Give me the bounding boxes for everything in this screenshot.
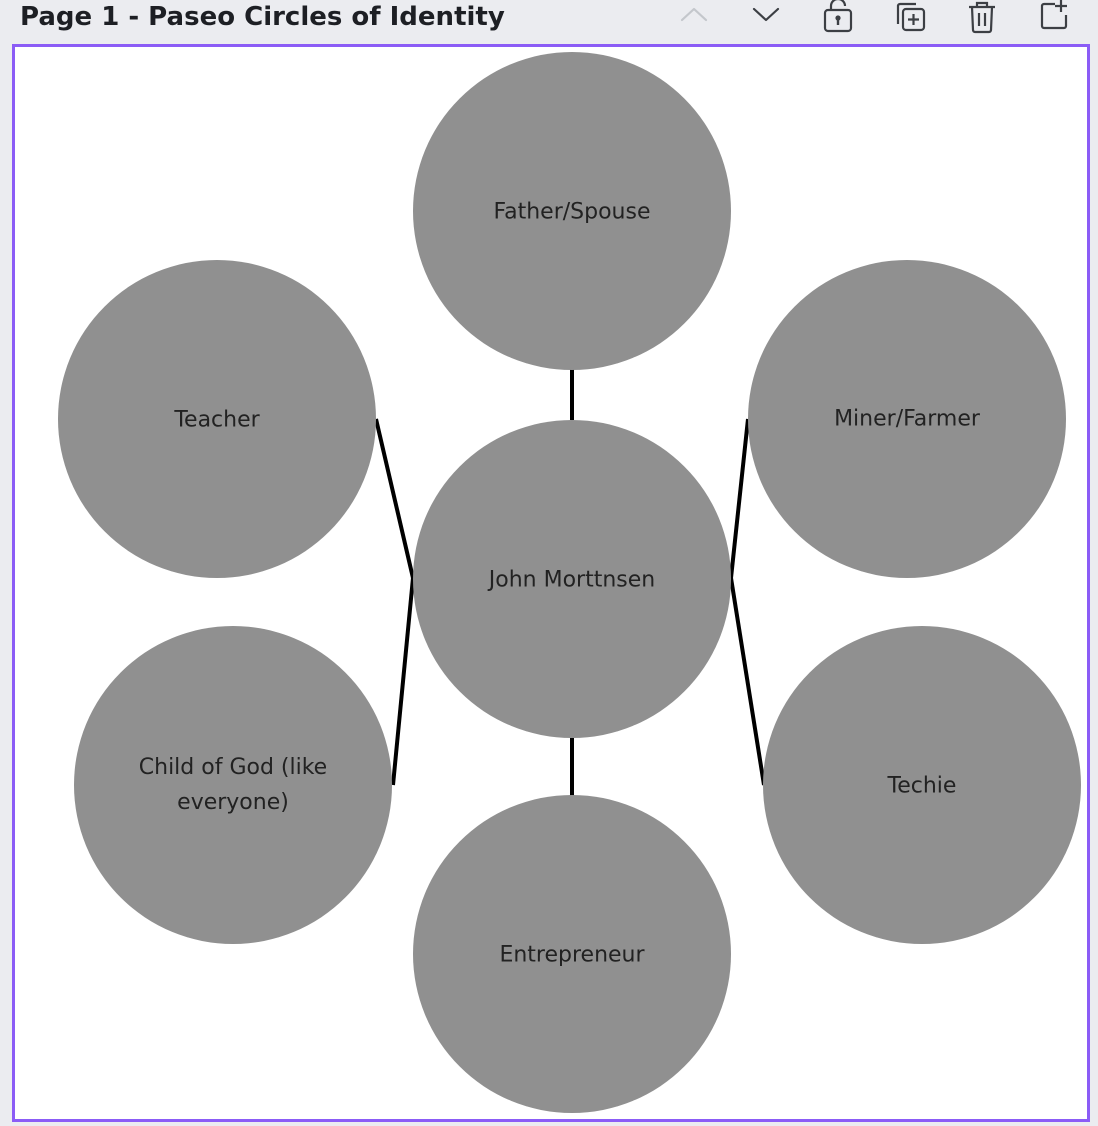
delete-page-button[interactable] [962,0,1002,34]
connector-upper-right [729,418,750,579]
label-center: John Morttnsen [488,567,656,593]
label-child-of-god: Child of God (like everyone) [138,755,328,815]
unlock-icon [823,0,853,34]
move-page-down-button[interactable] [746,0,786,34]
add-page-button[interactable] [1034,0,1074,34]
connector-lower-right [729,577,766,786]
circle-miner-farmer[interactable] [748,260,1066,578]
label-teacher: Teacher [174,407,260,433]
page-title: Page 1 - Paseo Circles of Identity [20,2,505,32]
connector-upper-left [374,418,415,579]
chevron-down-icon [752,0,780,28]
circle-father-spouse[interactable] [413,52,731,370]
page-header: Page 1 - Paseo Circles of Identity [0,0,1098,44]
duplicate-page-button[interactable] [890,0,930,34]
label-techie: Techie [887,773,957,799]
move-page-up-button[interactable] [674,0,714,34]
connector-lower-left [391,577,415,786]
add-page-icon [1038,0,1070,32]
circle-child-of-god[interactable] [74,626,392,944]
label-father-spouse: Father/Spouse [493,199,651,225]
circle-techie[interactable] [763,626,1081,944]
label-miner-farmer: Miner/Farmer [834,406,980,432]
duplicate-icon [894,0,926,32]
circle-entrepreneur[interactable] [413,795,731,1113]
lock-page-button[interactable] [818,0,858,34]
circle-teacher[interactable] [58,260,376,578]
circle-center[interactable] [413,420,731,738]
label-entrepreneur: Entrepreneur [499,942,645,968]
chevron-up-icon [680,0,708,28]
trash-icon [967,0,997,34]
